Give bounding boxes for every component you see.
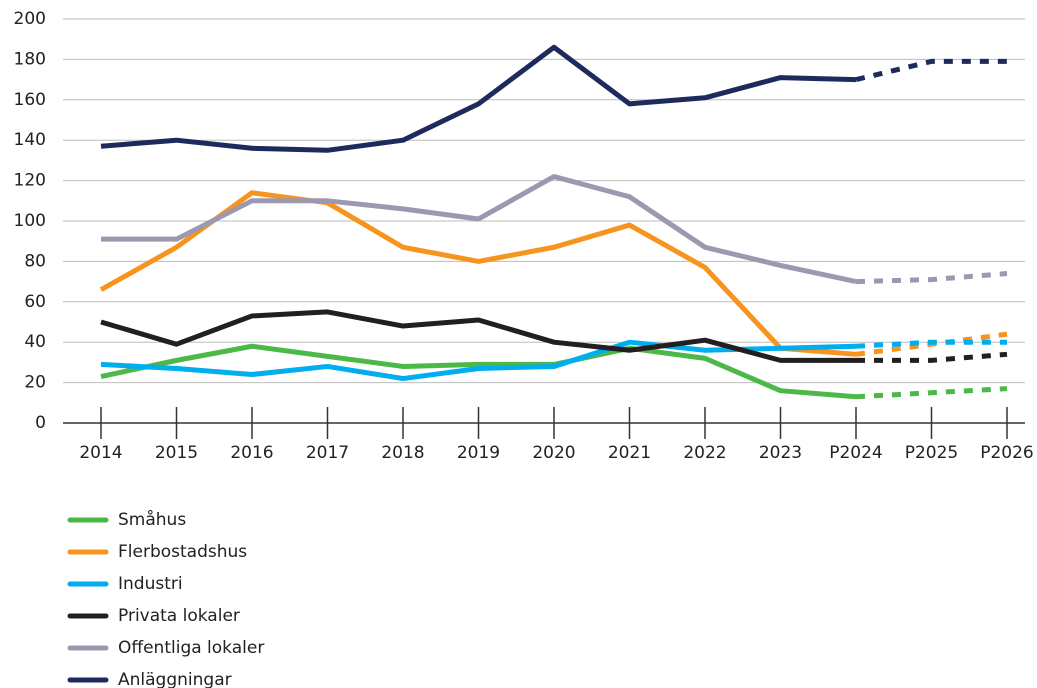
legend-label: Flerbostadshus <box>118 542 247 562</box>
x-tick-label: 2017 <box>306 443 349 463</box>
x-tick-label: 2023 <box>759 443 802 463</box>
y-tick-label: 100 <box>14 211 46 231</box>
y-tick-label: 160 <box>14 90 46 110</box>
x-tick-label: 2021 <box>608 443 651 463</box>
x-tick-label: 2020 <box>532 443 575 463</box>
forecast-line <box>855 58 1007 83</box>
legend-label: Offentliga lokaler <box>118 638 264 658</box>
data-line <box>100 309 856 363</box>
x-tick-label: 2019 <box>457 443 500 463</box>
x-tick-label: 2016 <box>230 443 273 463</box>
legend-label: Anläggningar <box>118 670 232 688</box>
y-tick-label: 60 <box>24 292 46 312</box>
x-tick-label: P2024 <box>829 443 883 463</box>
x-tick-label: P2026 <box>980 443 1034 463</box>
y-tick-label: 80 <box>24 251 46 271</box>
y-tick-label: 40 <box>24 332 46 352</box>
x-tick-label: 2015 <box>155 443 198 463</box>
x-tick-label: 2014 <box>79 443 122 463</box>
y-tick-label: 180 <box>14 49 46 69</box>
data-line <box>100 339 857 382</box>
y-tick-label: 20 <box>24 373 46 393</box>
forecast-line <box>855 339 1007 349</box>
y-tick-label: 120 <box>14 171 46 191</box>
forecast-line <box>856 351 1008 363</box>
legend-label: Privata lokaler <box>118 606 240 626</box>
data-line <box>100 44 857 153</box>
data-line <box>101 174 857 285</box>
y-tick-label: 0 <box>35 413 46 433</box>
forecast-line <box>855 386 1008 400</box>
y-tick-label: 140 <box>14 130 46 150</box>
x-tick-label: P2025 <box>905 443 959 463</box>
data-line <box>100 343 857 400</box>
forecast-line <box>855 271 1008 285</box>
legend-label: Småhus <box>118 509 186 530</box>
x-tick-label: 2018 <box>381 443 424 463</box>
legend-label: Industri <box>118 574 183 594</box>
x-tick-label: 2022 <box>683 443 726 463</box>
y-tick-label: 200 <box>14 9 46 29</box>
